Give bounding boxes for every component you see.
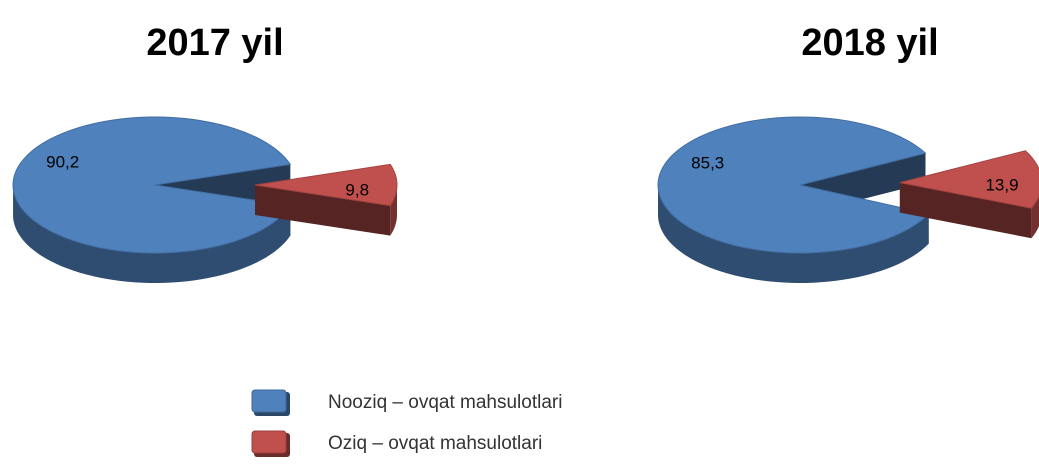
- slice-side: [255, 185, 391, 236]
- slice-side: [899, 182, 1032, 239]
- slice: [899, 150, 1039, 209]
- slice-side: [658, 184, 929, 283]
- data-label: 9,8: [345, 180, 369, 199]
- slice: [657, 116, 930, 254]
- legend-label: Nooziq – ovqat mahsulotlari: [328, 392, 562, 413]
- legend-swatch: [251, 430, 287, 454]
- slice-side: [390, 185, 397, 236]
- slice-side: [1031, 196, 1039, 239]
- legend-label: Oziq – ovqat mahsulotlari: [328, 433, 542, 454]
- chart-title: 2017 yil: [146, 22, 283, 64]
- data-label: 13,9: [985, 176, 1018, 195]
- data-label: 85,3: [691, 154, 724, 173]
- data-label: 90,2: [46, 152, 79, 171]
- slice: [254, 163, 398, 207]
- slice-side: [13, 186, 291, 283]
- legend-swatch: [251, 389, 287, 413]
- slice: [12, 116, 292, 254]
- chart-title: 2018 yil: [801, 22, 938, 64]
